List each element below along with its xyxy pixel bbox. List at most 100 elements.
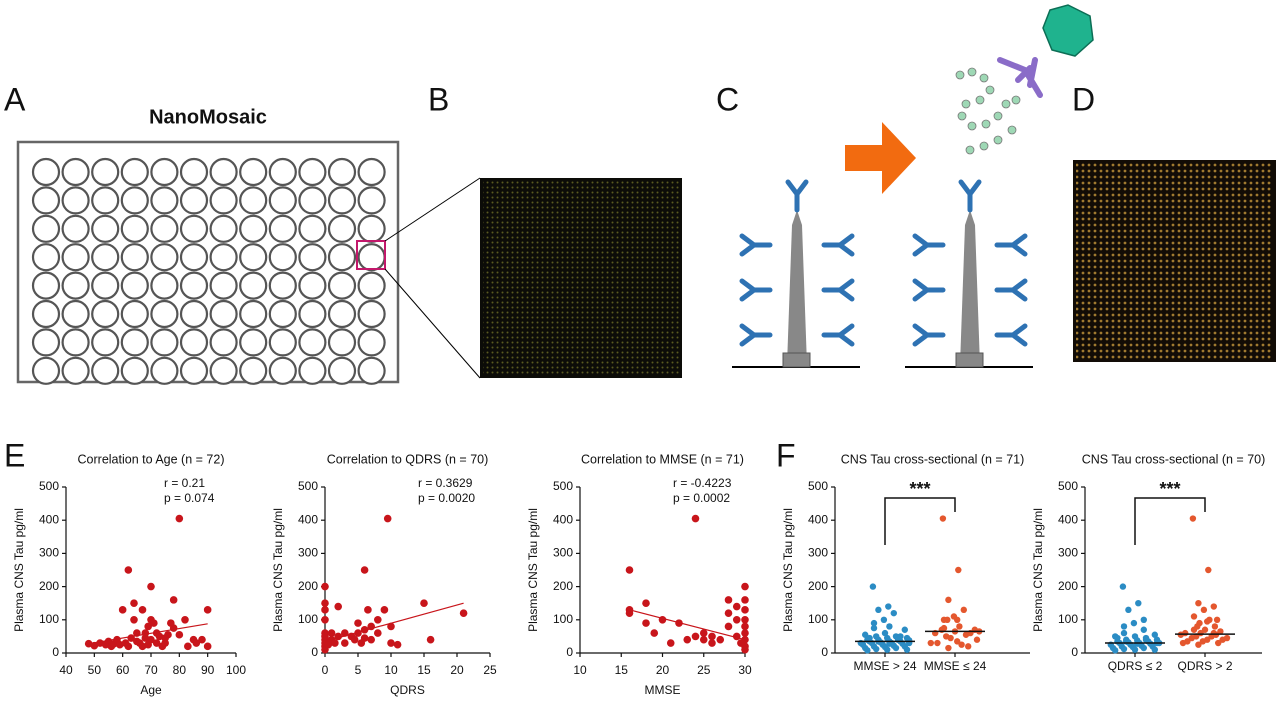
well	[91, 299, 120, 329]
well	[209, 356, 238, 385]
point	[683, 635, 692, 644]
well	[179, 356, 209, 385]
well	[31, 157, 61, 187]
point	[708, 632, 716, 641]
point	[198, 635, 206, 644]
point	[1114, 634, 1121, 642]
point	[144, 622, 152, 631]
well	[120, 271, 149, 300]
point	[1120, 623, 1128, 630]
y-tick-label: 400	[1058, 512, 1078, 526]
well	[357, 157, 386, 187]
point	[884, 646, 891, 653]
point	[1213, 616, 1221, 623]
point	[862, 631, 869, 638]
x-tick-label: 25	[483, 663, 497, 677]
point	[944, 616, 951, 623]
point	[360, 634, 369, 642]
well	[61, 328, 90, 357]
well	[209, 157, 238, 187]
point	[939, 515, 947, 522]
point	[169, 596, 178, 604]
point	[367, 635, 376, 644]
well	[179, 328, 209, 357]
well	[209, 186, 238, 215]
well	[150, 356, 179, 385]
stat-annotation: r = -0.4223	[673, 476, 732, 490]
point	[666, 639, 675, 647]
y-tick-label: 100	[39, 612, 59, 626]
point	[124, 566, 133, 574]
point	[699, 629, 708, 637]
point	[958, 641, 965, 648]
well	[239, 328, 268, 357]
point	[1217, 628, 1224, 635]
sensor-diagram	[732, 182, 860, 368]
selected-well	[356, 240, 386, 270]
point	[1204, 618, 1211, 625]
point	[625, 566, 634, 574]
well	[120, 243, 149, 272]
well	[91, 214, 120, 243]
point	[1140, 626, 1148, 633]
point	[945, 644, 952, 652]
well	[179, 243, 209, 272]
well	[209, 271, 238, 300]
point	[1190, 626, 1198, 633]
well	[357, 299, 386, 329]
well	[31, 214, 61, 243]
point	[387, 639, 395, 647]
panel-label: A	[4, 81, 26, 117]
x-tick-label: 100	[226, 663, 246, 677]
point	[1211, 623, 1219, 630]
point	[965, 643, 972, 650]
point	[1120, 645, 1128, 653]
point	[741, 582, 749, 591]
point	[886, 623, 893, 630]
well	[327, 356, 357, 385]
point	[927, 639, 934, 647]
point	[90, 641, 99, 650]
point	[1179, 639, 1187, 647]
y-tick-label: 500	[553, 479, 573, 493]
point	[360, 625, 369, 634]
y-axis-label: Plasma CNS Tau pg/ml	[1031, 508, 1045, 632]
point	[161, 634, 169, 642]
well	[31, 271, 61, 300]
point	[1140, 616, 1148, 623]
y-tick-label: 200	[39, 579, 59, 593]
y-tick-label: 300	[298, 546, 318, 560]
well	[298, 328, 327, 357]
x-tick-label: QDRS > 2	[1177, 659, 1232, 673]
point	[167, 619, 175, 627]
well	[179, 186, 209, 215]
zoom-line	[384, 177, 481, 242]
y-tick-label: 500	[298, 479, 318, 493]
point	[955, 566, 962, 574]
x-axis-label: Age	[140, 683, 162, 697]
y-tick-label: 400	[298, 512, 318, 526]
well	[327, 299, 357, 329]
point	[203, 642, 212, 651]
fit-line	[629, 609, 746, 641]
well	[357, 271, 386, 300]
point	[393, 640, 402, 649]
point	[869, 583, 877, 590]
x-tick-label: QDRS ≤ 2	[1108, 659, 1163, 673]
point	[642, 599, 650, 607]
point	[890, 609, 897, 617]
well	[209, 214, 238, 243]
point	[650, 629, 659, 637]
x-tick-label: 80	[173, 663, 187, 677]
point	[175, 514, 184, 523]
point	[870, 624, 878, 632]
sensor-diagram	[905, 4, 1094, 368]
point	[934, 639, 941, 647]
point	[1189, 515, 1197, 522]
point	[864, 647, 871, 654]
point	[1215, 639, 1222, 647]
point	[459, 609, 468, 617]
point	[642, 619, 650, 627]
point	[420, 599, 428, 607]
x-tick-label: MMSE ≤ 24	[924, 659, 987, 673]
